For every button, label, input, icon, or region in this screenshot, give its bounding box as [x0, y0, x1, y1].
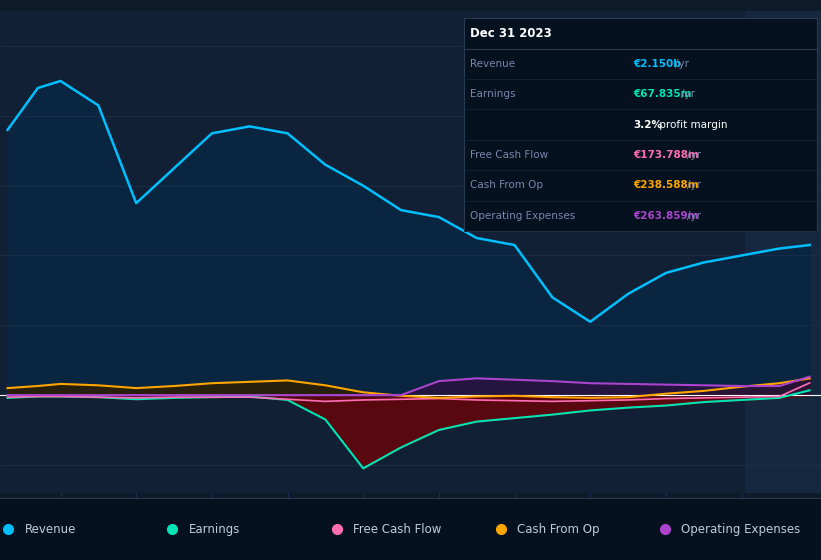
Text: profit margin: profit margin	[656, 120, 727, 129]
Text: Cash From Op: Cash From Op	[470, 180, 544, 190]
Text: €67.835m: €67.835m	[633, 89, 692, 99]
Text: /yr: /yr	[686, 150, 700, 160]
Text: Revenue: Revenue	[25, 522, 76, 536]
Text: €2.150b: €2.150b	[633, 59, 681, 69]
Text: /yr: /yr	[686, 180, 700, 190]
Text: /yr: /yr	[675, 59, 689, 69]
Text: Earnings: Earnings	[189, 522, 241, 536]
Text: Dec 31 2023: Dec 31 2023	[470, 27, 553, 40]
Text: Revenue: Revenue	[470, 59, 516, 69]
Text: €263.859m: €263.859m	[633, 211, 699, 221]
Bar	[745, 11, 821, 493]
Text: 3.2%: 3.2%	[633, 120, 663, 129]
Text: €238.588m: €238.588m	[633, 180, 699, 190]
Text: /yr: /yr	[686, 211, 700, 221]
Text: €173.788m: €173.788m	[633, 150, 699, 160]
Text: Free Cash Flow: Free Cash Flow	[353, 522, 442, 536]
Text: Earnings: Earnings	[470, 89, 516, 99]
Text: Cash From Op: Cash From Op	[517, 522, 599, 536]
Text: Operating Expenses: Operating Expenses	[681, 522, 800, 536]
Text: Operating Expenses: Operating Expenses	[470, 211, 576, 221]
Text: /yr: /yr	[681, 89, 695, 99]
Text: Free Cash Flow: Free Cash Flow	[470, 150, 548, 160]
